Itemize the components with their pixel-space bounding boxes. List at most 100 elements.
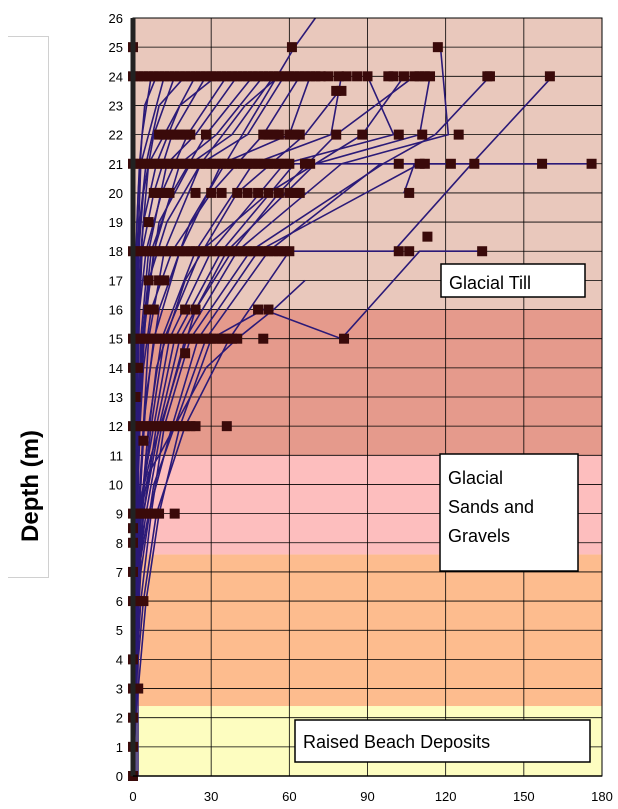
marker-point: [185, 158, 196, 169]
marker-point: [242, 246, 253, 257]
marker-point: [148, 71, 159, 82]
zone-label-box-1: [439, 453, 579, 572]
marker-point: [279, 71, 290, 82]
marker-point: [253, 71, 264, 82]
marker-point: [331, 85, 342, 96]
marker-point: [185, 333, 196, 344]
marker-point: [190, 304, 201, 315]
marker-point: [216, 333, 227, 344]
marker-point: [169, 158, 180, 169]
marker-point: [299, 71, 310, 82]
marker-point: [357, 129, 368, 140]
marker-point: [180, 348, 191, 359]
marker-point: [232, 71, 243, 82]
marker-point: [544, 71, 555, 82]
y-tick-label: 19: [109, 215, 123, 230]
x-tick-label: 90: [360, 789, 374, 804]
marker-point: [211, 246, 222, 257]
marker-point: [200, 129, 211, 140]
marker-point: [154, 246, 165, 257]
x-tick-label: 0: [129, 789, 136, 804]
x-tick-label: 120: [435, 789, 457, 804]
marker-point: [180, 246, 191, 257]
marker-point: [216, 187, 227, 198]
marker-point: [143, 71, 154, 82]
marker-point: [284, 246, 295, 257]
marker-point: [195, 158, 206, 169]
marker-point: [253, 304, 264, 315]
marker-point: [484, 71, 495, 82]
marker-point: [143, 304, 154, 315]
marker-point: [154, 129, 165, 140]
marker-point: [414, 158, 425, 169]
marker-point: [148, 246, 159, 257]
marker-point: [159, 129, 170, 140]
marker-point: [258, 71, 269, 82]
marker-point: [169, 421, 180, 432]
marker-point: [258, 129, 269, 140]
marker-point: [164, 187, 175, 198]
marker-point: [185, 246, 196, 257]
zone-label-text: Glacial: [448, 468, 503, 488]
zone-label-box-0: [440, 263, 586, 298]
marker-point: [383, 71, 394, 82]
y-tick-label: 17: [109, 273, 123, 288]
marker-point: [180, 421, 191, 432]
marker-point: [339, 333, 350, 344]
marker-point: [148, 187, 159, 198]
marker-point: [237, 246, 248, 257]
marker-point: [133, 683, 144, 694]
marker-point: [174, 421, 185, 432]
marker-point: [333, 71, 344, 82]
marker-point: [211, 158, 222, 169]
axes: [130, 17, 603, 777]
marker-point: [268, 71, 279, 82]
marker-point: [174, 158, 185, 169]
marker-point: [216, 71, 227, 82]
marker-point: [263, 304, 274, 315]
marker-point: [284, 71, 295, 82]
marker-point: [227, 246, 238, 257]
zone-label-text: Glacial Till: [449, 273, 531, 293]
marker-point: [445, 158, 456, 169]
marker-point: [422, 231, 433, 242]
marker-point: [185, 71, 196, 82]
y-tick-label: 20: [109, 186, 123, 201]
marker-point: [159, 71, 170, 82]
marker-point: [294, 129, 305, 140]
marker-point: [216, 246, 227, 257]
marker-point: [232, 158, 243, 169]
marker-point: [286, 42, 297, 53]
marker-point: [242, 71, 253, 82]
marker-point: [211, 333, 222, 344]
y-tick-label: 9: [116, 507, 123, 522]
marker-point: [404, 246, 415, 257]
marker-point: [130, 392, 141, 402]
marker-point: [289, 187, 300, 198]
marker-point: [169, 71, 180, 82]
y-tick-label: 11: [110, 448, 124, 463]
marker-point: [432, 42, 443, 53]
marker-point: [159, 333, 170, 344]
marker-point: [537, 158, 548, 169]
marker-point: [289, 71, 300, 82]
marker-point: [174, 71, 185, 82]
y-tick-labels: 0123456789101112131415161718192021222324…: [109, 11, 123, 784]
marker-point: [586, 158, 597, 169]
marker-point: [273, 129, 284, 140]
marker-point: [289, 129, 300, 140]
marker-point: [263, 158, 274, 169]
marker-point: [174, 246, 185, 257]
marker-point: [221, 333, 232, 344]
marker-point: [268, 129, 279, 140]
data-markers: [128, 42, 597, 781]
x-tick-label: 30: [204, 789, 218, 804]
marker-point: [159, 421, 170, 432]
marker-point: [409, 71, 420, 82]
y-tick-label: 24: [109, 69, 123, 84]
marker-point: [143, 158, 154, 169]
marker-point: [242, 158, 253, 169]
marker-point: [242, 187, 253, 198]
marker-point: [273, 246, 284, 257]
